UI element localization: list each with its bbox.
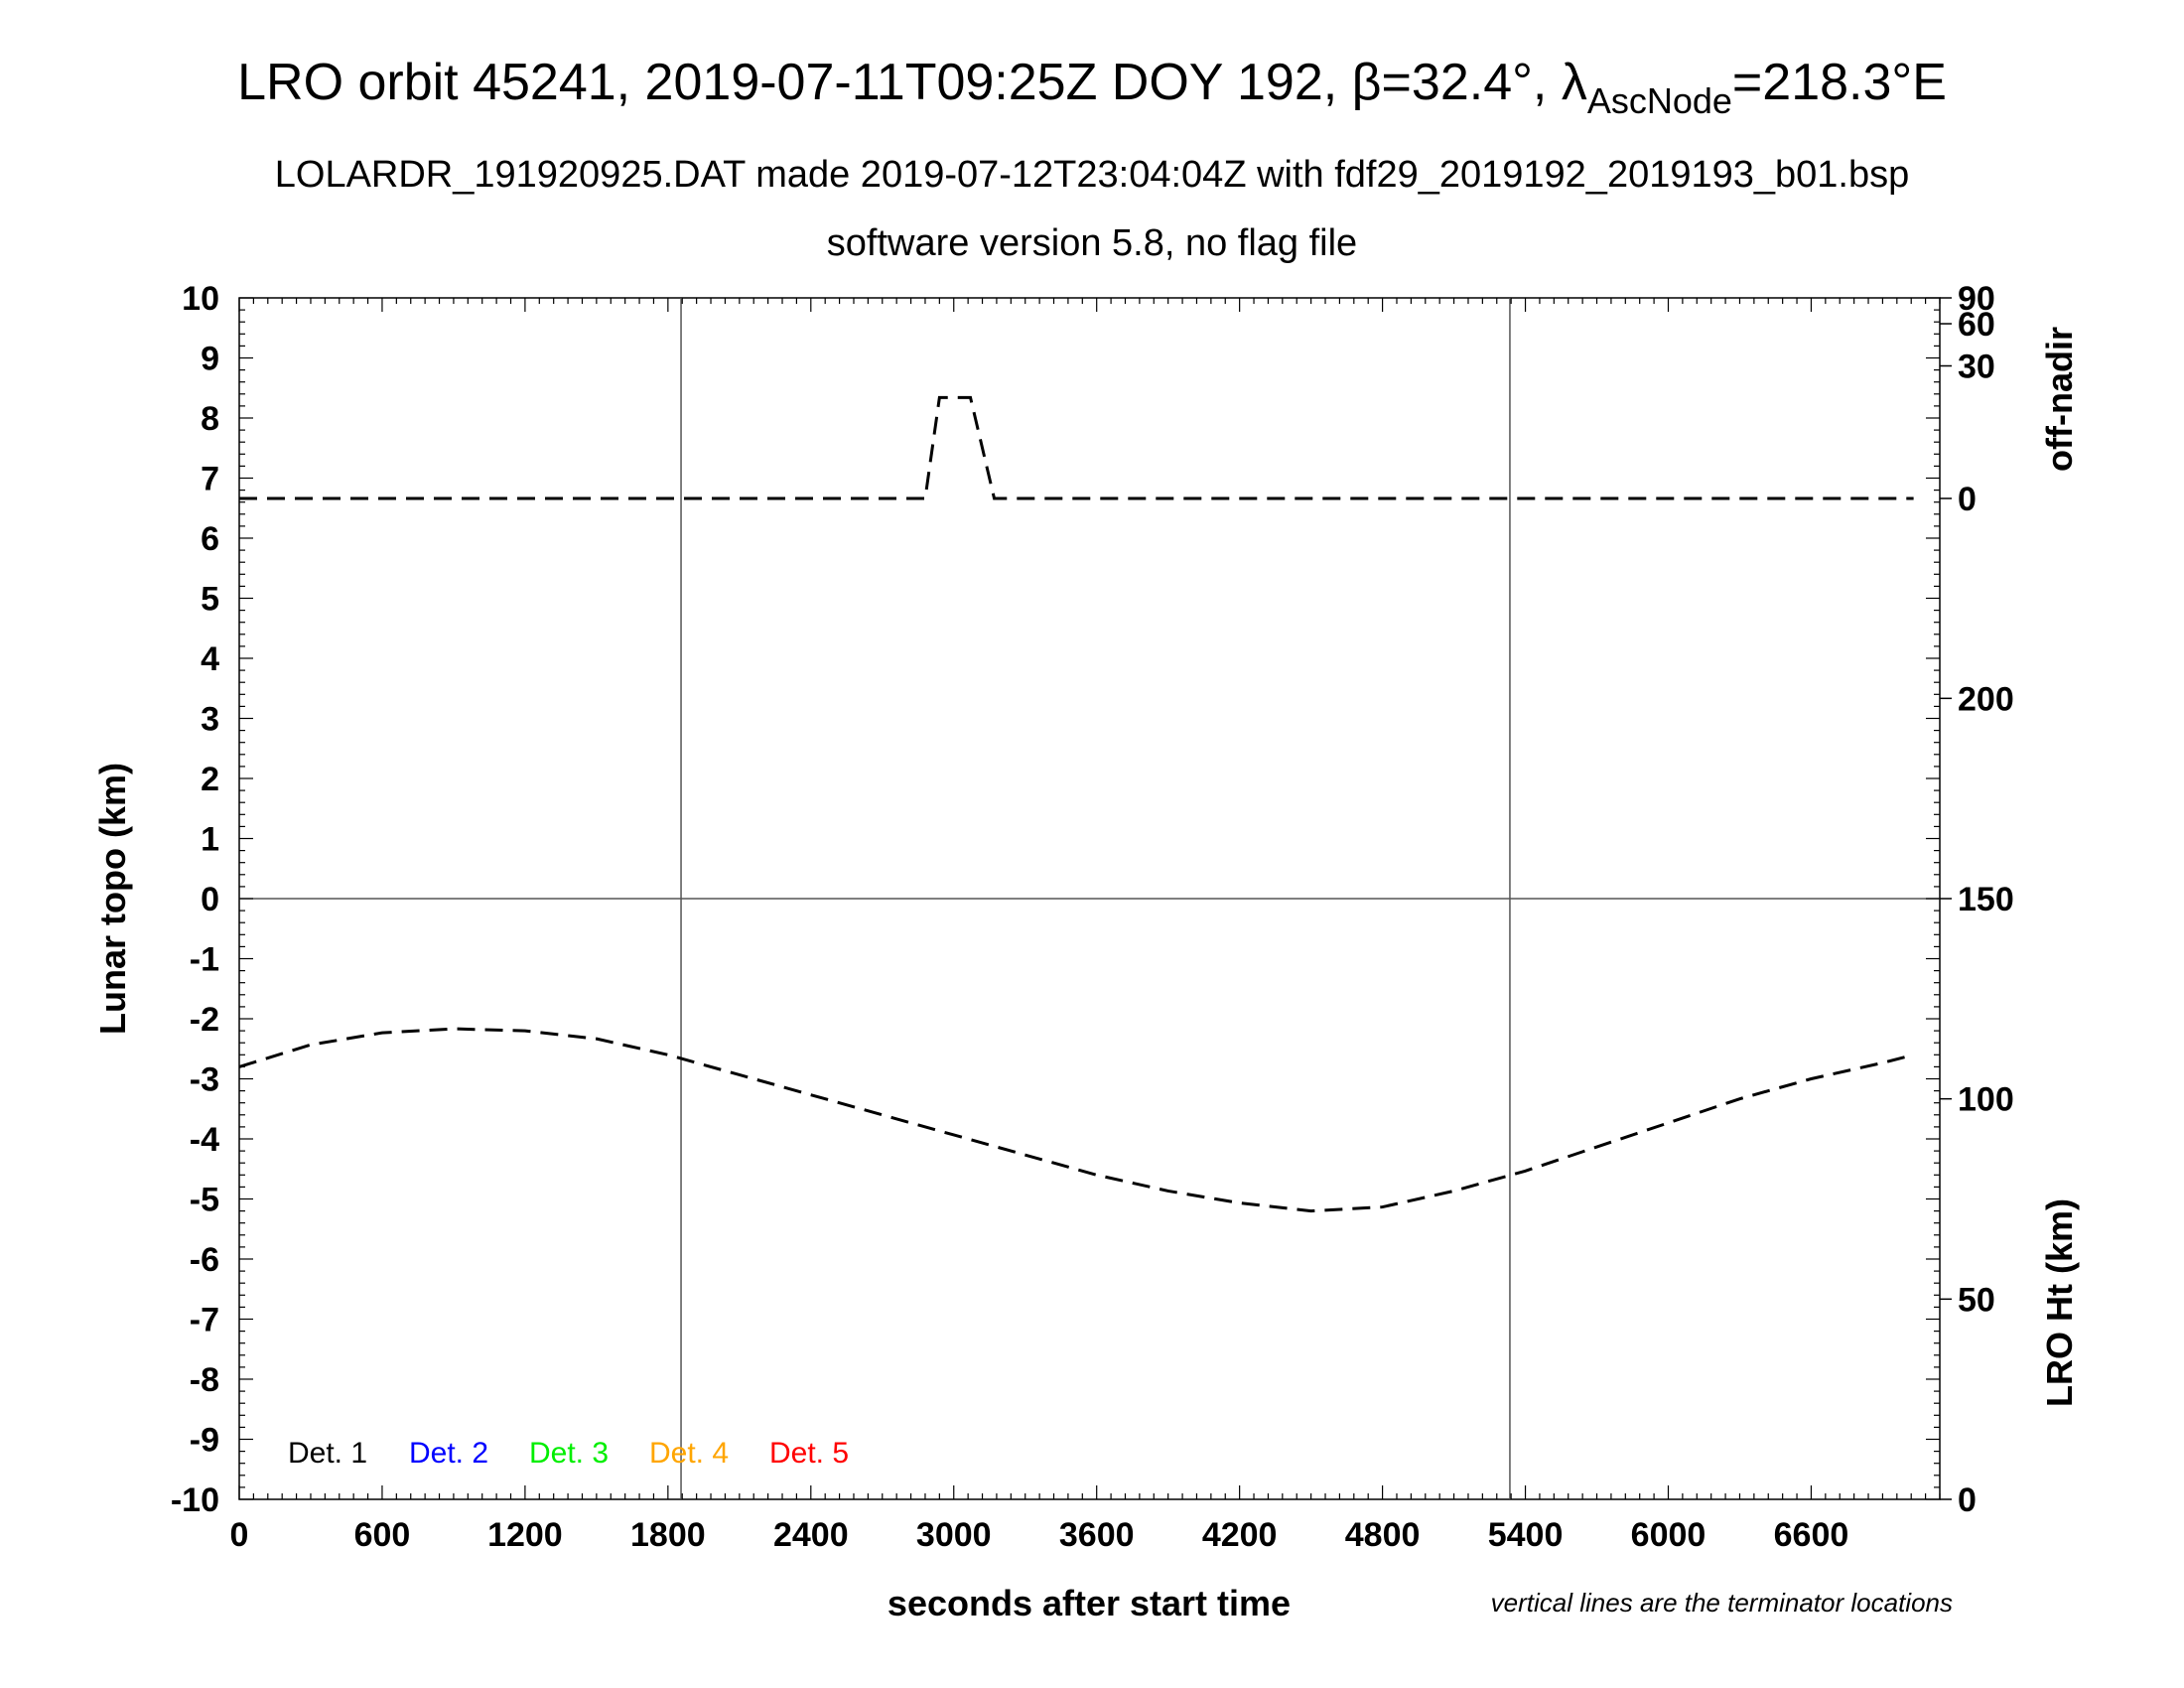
- lro-height-series-line: [238, 1027, 1914, 1213]
- height-tick-label: 100: [1958, 1081, 2014, 1119]
- y-tick-label: 1: [201, 821, 219, 859]
- chart-title: LRO orbit 45241, 2019-07-11T09:25Z DOY 1…: [237, 54, 1947, 121]
- x-tick-label: 6000: [1631, 1516, 1706, 1554]
- x-tick-label: 1200: [487, 1516, 563, 1554]
- y-tick-label: 9: [201, 341, 219, 378]
- title-suffix: =218.3°E: [1732, 54, 1947, 111]
- legend-entry: Det. 2: [409, 1437, 488, 1470]
- y-tick-label: 6: [201, 520, 219, 558]
- off-nadir-tick-label: 60: [1958, 306, 1995, 344]
- chart-subtitle-1: LOLARDR_191920925.DAT made 2019-07-12T23…: [275, 154, 1910, 196]
- y-tick-label: -5: [190, 1182, 219, 1219]
- legend-entry: Det. 1: [288, 1437, 367, 1470]
- y-tick-label: -2: [190, 1001, 219, 1039]
- x-tick-labels: 0 600 1200 1800 2400 3000 3600 4200 4800 5400 6000…: [230, 1516, 1849, 1554]
- x-tick-label: 4800: [1345, 1516, 1421, 1554]
- title-lambda: λ: [1562, 54, 1587, 111]
- y-tick-label: -8: [190, 1361, 219, 1399]
- x-tick-label: 6600: [1774, 1516, 1849, 1554]
- height-tick-label: 50: [1958, 1281, 1995, 1319]
- x-tick-label: 5400: [1488, 1516, 1564, 1554]
- y-axis-label-right-bottom: LRO Ht (km): [2039, 1198, 2080, 1407]
- y-tick-label: 3: [201, 701, 219, 739]
- y-tick-label: 5: [201, 581, 219, 619]
- detector-legend: Det. 1 Det. 2 Det. 3 Det. 4 Det. 5: [288, 1437, 849, 1470]
- y-tick-label: -4: [190, 1121, 219, 1159]
- off-nadir-tick-label: 0: [1958, 481, 1977, 518]
- minor-ticks: [238, 297, 1941, 1500]
- grid-lines: [239, 298, 1940, 1499]
- x-tick-label: 3000: [916, 1516, 992, 1554]
- y-tick-label: -10: [171, 1481, 219, 1519]
- title-beta: β=32.4°,: [1352, 54, 1562, 111]
- legend-entry: Det. 3: [529, 1437, 609, 1470]
- y-tick-label: -9: [190, 1422, 219, 1460]
- off-nadir-series-line: [239, 395, 1914, 500]
- x-tick-label: 2400: [773, 1516, 849, 1554]
- title-prefix: LRO orbit 45241, 2019-07-11T09:25Z DOY 1…: [237, 54, 1352, 111]
- x-tick-label: 0: [230, 1516, 249, 1554]
- chart-subtitle-2: software version 5.8, no flag file: [827, 222, 1357, 264]
- y-tick-label: -7: [190, 1302, 219, 1339]
- y-tick-label: -6: [190, 1241, 219, 1279]
- y-tick-label: 8: [201, 400, 219, 438]
- height-tick-label: 150: [1958, 881, 2014, 918]
- height-tick-labels: 200 150 100 50 0: [1940, 680, 2014, 1519]
- x-tick-label: 3600: [1059, 1516, 1135, 1554]
- x-axis-label: seconds after start time: [887, 1583, 1291, 1623]
- y-axis-label-left: Lunar topo (km): [92, 763, 133, 1035]
- y-tick-label: 4: [201, 640, 219, 678]
- title-lambda-sub: AscNode: [1587, 80, 1732, 121]
- series-lines: [238, 395, 1914, 1213]
- y-tick-label: 10: [182, 280, 219, 318]
- x-tick-label: 4200: [1202, 1516, 1278, 1554]
- x-tick-label: 1800: [630, 1516, 706, 1554]
- y-tick-label: -1: [190, 941, 219, 979]
- height-tick-label: 0: [1958, 1481, 1977, 1519]
- x-tick-label: 600: [354, 1516, 411, 1554]
- y-tick-label: 0: [201, 881, 219, 918]
- y-tick-label: 7: [201, 461, 219, 498]
- off-nadir-tick-label: 30: [1958, 349, 1995, 386]
- y-axis-label-right-top: off-nadir: [2039, 327, 2080, 472]
- terminator-note: vertical lines are the terminator locati…: [1491, 1588, 1953, 1618]
- legend-entry: Det. 4: [649, 1437, 729, 1470]
- height-tick-label: 200: [1958, 680, 2014, 718]
- off-nadir-tick-label: 90: [1958, 280, 1995, 318]
- y-tick-label: 2: [201, 761, 219, 798]
- legend-entry: Det. 5: [769, 1437, 849, 1470]
- y-tick-label: -3: [190, 1061, 219, 1099]
